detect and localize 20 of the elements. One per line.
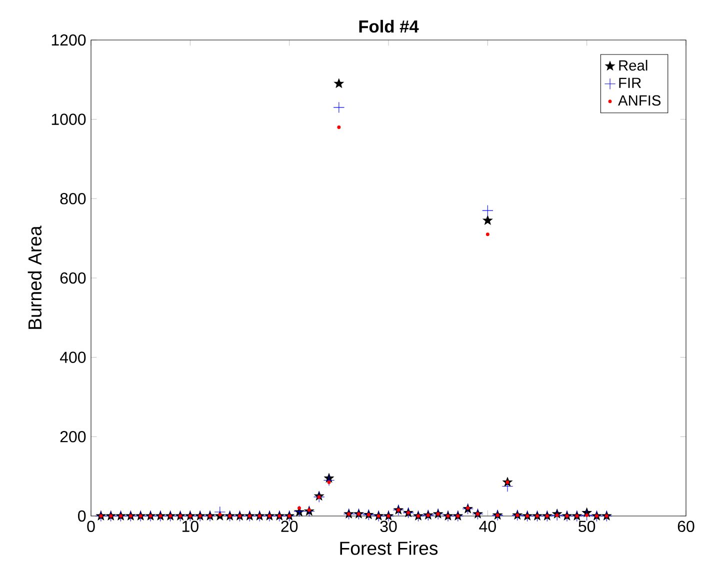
y-axis-title: Burned Area (28, 226, 42, 329)
y-tick-label: 400 (60, 352, 86, 363)
chart-title: Fold #4 (359, 20, 419, 33)
y-tick-label: 0 (78, 510, 86, 522)
legend-label: FIR (619, 78, 641, 88)
y-tick-label: 1200 (52, 34, 86, 46)
y-tick-label: 800 (60, 192, 86, 204)
x-tick-label: 20 (281, 520, 298, 532)
x-tick-label: 40 (479, 520, 496, 532)
x-axis-title: Forest Fires (340, 541, 438, 555)
y-tick-label: 200 (60, 430, 86, 442)
y-tick-label: 1000 (52, 114, 86, 125)
x-tick-label: 30 (380, 520, 397, 532)
x-tick-label: 0 (87, 520, 95, 532)
y-tick-label: 600 (60, 272, 86, 284)
x-tick-label: 60 (678, 520, 694, 532)
legend-label: ANFIS (618, 95, 661, 106)
legend-label: Real (619, 60, 648, 71)
x-tick-label: 50 (578, 520, 596, 532)
x-tick-label: 10 (182, 520, 198, 532)
